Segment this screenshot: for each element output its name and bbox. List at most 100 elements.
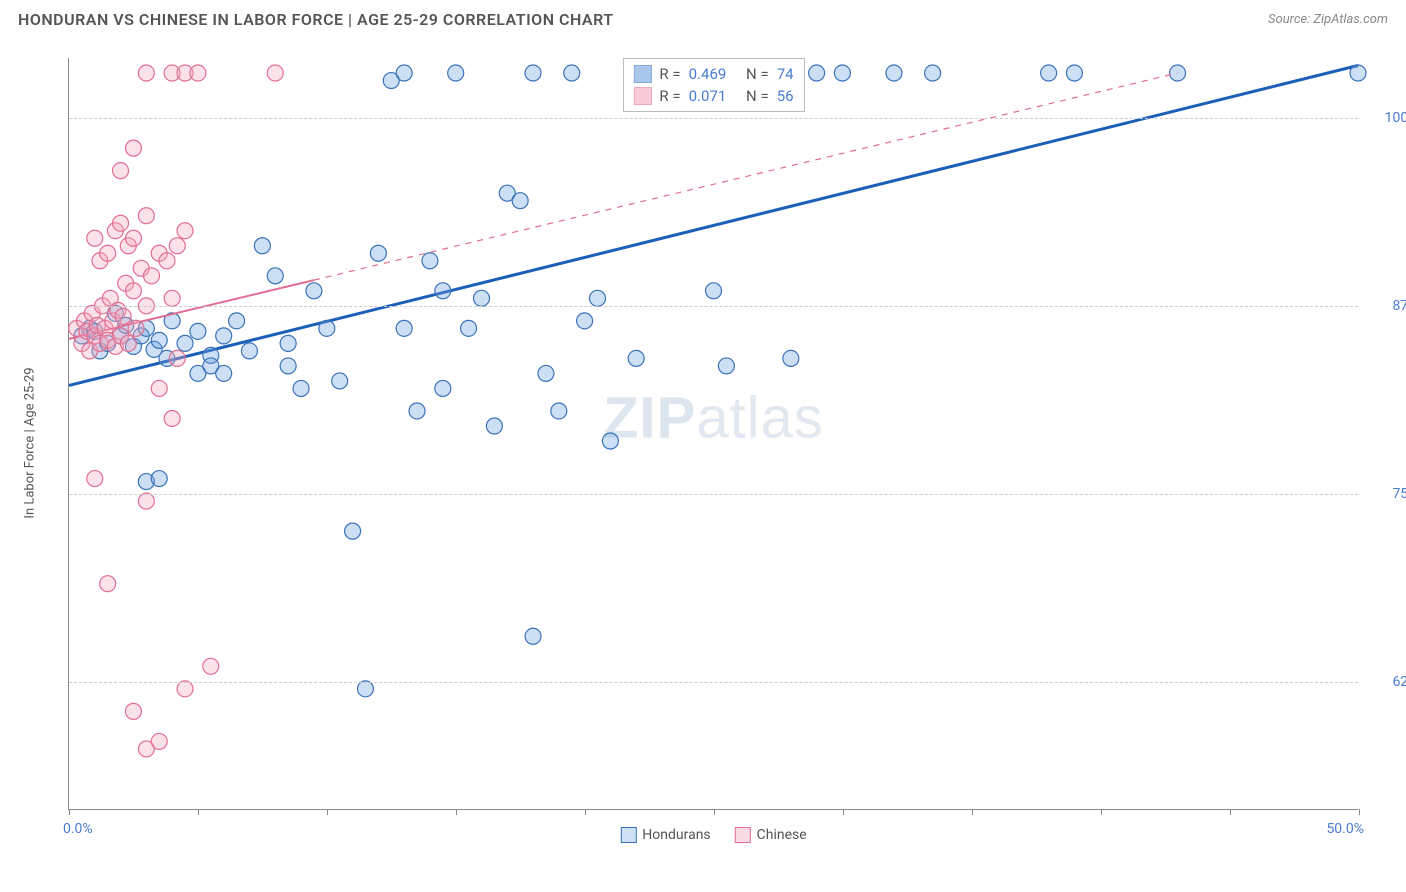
- data-point-hondurans: [589, 290, 605, 306]
- gridline-h: [69, 306, 1358, 307]
- legend-label-chinese: Chinese: [757, 827, 807, 843]
- data-point-hondurans: [1041, 65, 1057, 81]
- data-point-hondurans: [435, 283, 451, 299]
- data-point-hondurans: [370, 245, 386, 261]
- stats-r-label: R =: [659, 87, 680, 105]
- data-point-chinese: [159, 253, 175, 269]
- data-point-chinese: [177, 223, 193, 239]
- stats-row-hondurans: R = 0.469 N = 74: [633, 63, 793, 85]
- data-point-hondurans: [809, 65, 825, 81]
- data-point-hondurans: [1066, 65, 1082, 81]
- data-point-hondurans: [925, 65, 941, 81]
- stats-swatch-chinese: [633, 87, 651, 105]
- gridline-h: [69, 118, 1358, 119]
- legend-item-chinese: Chinese: [735, 827, 807, 843]
- stats-r-label: R =: [659, 65, 680, 83]
- data-point-chinese: [120, 335, 136, 351]
- data-point-chinese: [144, 268, 160, 284]
- data-point-hondurans: [216, 328, 232, 344]
- data-point-chinese: [125, 230, 141, 246]
- data-point-hondurans: [396, 320, 412, 336]
- data-point-hondurans: [267, 268, 283, 284]
- data-point-hondurans: [177, 335, 193, 351]
- data-point-hondurans: [345, 523, 361, 539]
- y-tick-label: 87.5%: [1366, 298, 1406, 314]
- source-attribution: Source: ZipAtlas.com: [1268, 12, 1388, 27]
- x-tick: [456, 809, 457, 815]
- data-point-hondurans: [409, 403, 425, 419]
- data-point-chinese: [138, 208, 154, 224]
- y-tick-label: 100.0%: [1366, 110, 1406, 126]
- stats-legend-box: R = 0.469 N = 74 R = 0.071 N = 56: [622, 58, 804, 112]
- data-point-hondurans: [306, 283, 322, 299]
- data-point-hondurans: [886, 65, 902, 81]
- data-point-chinese: [113, 163, 129, 179]
- data-point-hondurans: [628, 350, 644, 366]
- data-point-hondurans: [538, 365, 554, 381]
- y-tick-label: 75.0%: [1366, 486, 1406, 502]
- data-point-hondurans: [280, 358, 296, 374]
- chart-title: HONDURAN VS CHINESE IN LABOR FORCE | AGE…: [18, 10, 614, 29]
- data-point-hondurans: [461, 320, 477, 336]
- data-point-chinese: [115, 308, 131, 324]
- data-point-chinese: [190, 65, 206, 81]
- data-point-chinese: [138, 65, 154, 81]
- data-point-chinese: [169, 238, 185, 254]
- gridline-h: [69, 494, 1358, 495]
- plot-area: ZIPatlas R = 0.469 N = 74 R = 0.071 N = …: [68, 58, 1358, 810]
- data-point-hondurans: [280, 335, 296, 351]
- y-axis-title: In Labor Force | Age 25-29: [23, 367, 38, 518]
- data-point-hondurans: [229, 313, 245, 329]
- x-tick: [1230, 809, 1231, 815]
- data-point-hondurans: [293, 380, 309, 396]
- stats-row-chinese: R = 0.071 N = 56: [633, 85, 793, 107]
- data-point-hondurans: [473, 290, 489, 306]
- data-point-chinese: [87, 230, 103, 246]
- data-point-hondurans: [151, 332, 167, 348]
- data-point-chinese: [203, 658, 219, 674]
- data-point-chinese: [164, 290, 180, 306]
- x-label-min: 0.0%: [63, 821, 93, 837]
- data-point-chinese: [128, 320, 144, 336]
- data-point-chinese: [100, 576, 116, 592]
- trend-line-hondurans: [69, 66, 1358, 386]
- data-point-hondurans: [241, 343, 257, 359]
- stats-r-value: 0.469: [689, 65, 727, 83]
- data-point-hondurans: [512, 193, 528, 209]
- data-point-hondurans: [718, 358, 734, 374]
- data-point-chinese: [125, 703, 141, 719]
- x-tick: [198, 809, 199, 815]
- x-tick: [843, 809, 844, 815]
- x-tick: [972, 809, 973, 815]
- data-point-hondurans: [1350, 65, 1366, 81]
- x-tick: [1359, 809, 1360, 815]
- data-point-chinese: [177, 681, 193, 697]
- legend-swatch-hondurans: [620, 827, 636, 843]
- data-point-hondurans: [706, 283, 722, 299]
- data-point-hondurans: [525, 628, 541, 644]
- data-point-hondurans: [254, 238, 270, 254]
- data-point-hondurans: [357, 681, 373, 697]
- data-point-chinese: [267, 65, 283, 81]
- data-point-chinese: [151, 380, 167, 396]
- bottom-legend: Hondurans Chinese: [620, 827, 806, 843]
- stats-n-value: 56: [777, 87, 794, 105]
- legend-label-hondurans: Hondurans: [642, 827, 710, 843]
- legend-item-hondurans: Hondurans: [620, 827, 710, 843]
- data-point-hondurans: [319, 320, 335, 336]
- data-point-hondurans: [564, 65, 580, 81]
- y-tick-label: 62.5%: [1366, 674, 1406, 690]
- x-label-max: 50.0%: [1326, 821, 1364, 837]
- x-tick: [327, 809, 328, 815]
- legend-swatch-chinese: [735, 827, 751, 843]
- data-point-chinese: [151, 733, 167, 749]
- data-point-hondurans: [332, 373, 348, 389]
- x-tick: [1101, 809, 1102, 815]
- data-point-hondurans: [422, 253, 438, 269]
- data-point-hondurans: [577, 313, 593, 329]
- stats-swatch-hondurans: [633, 65, 651, 83]
- x-tick: [714, 809, 715, 815]
- data-point-hondurans: [435, 380, 451, 396]
- data-point-chinese: [164, 410, 180, 426]
- data-point-hondurans: [396, 65, 412, 81]
